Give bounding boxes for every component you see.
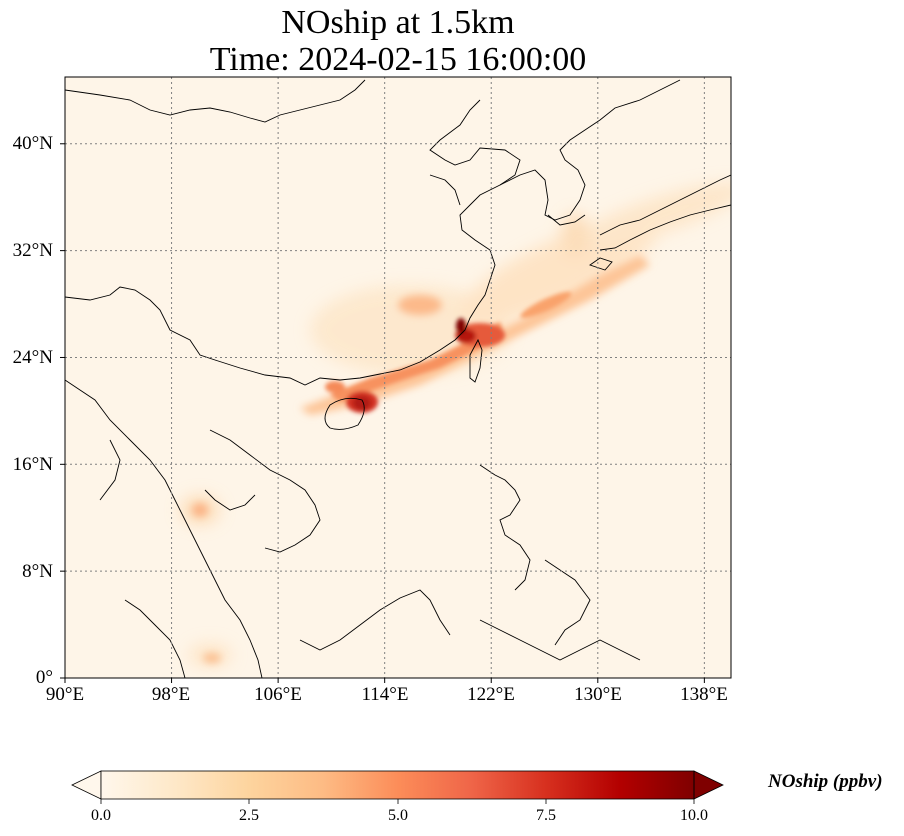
- lon-tick-130e: 130°E: [574, 684, 622, 705]
- gridlines: [60, 77, 731, 683]
- colorbar-tick-5: 5.0: [388, 807, 408, 824]
- lon-tick-98e: 98°E: [151, 684, 191, 705]
- colorbar-tick-2-5: 2.5: [239, 807, 259, 824]
- lon-tick-138e: 138°E: [680, 684, 728, 705]
- map-title-line2: Time: 2024-02-15 16:00:00: [209, 41, 587, 78]
- lat-tick-8n: 8°N: [22, 561, 53, 582]
- colorbar-label: NOship (ppbv): [768, 771, 883, 792]
- lat-tick-16n: 16°N: [12, 454, 53, 475]
- colorbar-ticks: [100, 799, 695, 804]
- colorbar-extend-low: [71, 770, 102, 800]
- lat-tick-40n: 40°N: [12, 133, 53, 154]
- lat-tick-24n: 24°N: [12, 347, 53, 368]
- lon-tick-106e: 106°E: [254, 684, 302, 705]
- lat-tick-0: 0°: [35, 667, 53, 688]
- lat-tick-32n: 32°N: [12, 240, 53, 261]
- map-title-line1: NOship at 1.5km: [281, 4, 515, 41]
- coastlines: [65, 79, 731, 678]
- colorbar-tick-10: 10.0: [680, 807, 708, 824]
- map-frame: [64, 76, 732, 679]
- colorbar-gradient: [101, 771, 694, 799]
- lon-tick-114e: 114°E: [361, 684, 409, 705]
- colorbar-tick-7-5: 7.5: [536, 807, 556, 824]
- colorbar-frame: [100, 770, 695, 800]
- lon-tick-90e: 90°E: [45, 684, 85, 705]
- concentration-field: [180, 182, 731, 667]
- colorbar-tick-0: 0.0: [91, 807, 111, 824]
- colorbar-extend-high: [693, 770, 724, 800]
- lon-tick-122e: 122°E: [467, 684, 515, 705]
